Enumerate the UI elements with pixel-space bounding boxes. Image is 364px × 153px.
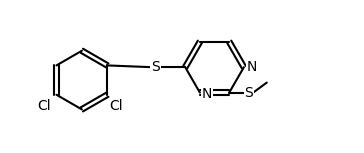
Text: S: S — [245, 86, 253, 100]
Text: N: N — [247, 60, 257, 74]
Text: Cl: Cl — [109, 99, 123, 113]
Text: N: N — [202, 87, 212, 101]
Text: S: S — [151, 60, 160, 74]
Text: Cl: Cl — [37, 99, 50, 113]
